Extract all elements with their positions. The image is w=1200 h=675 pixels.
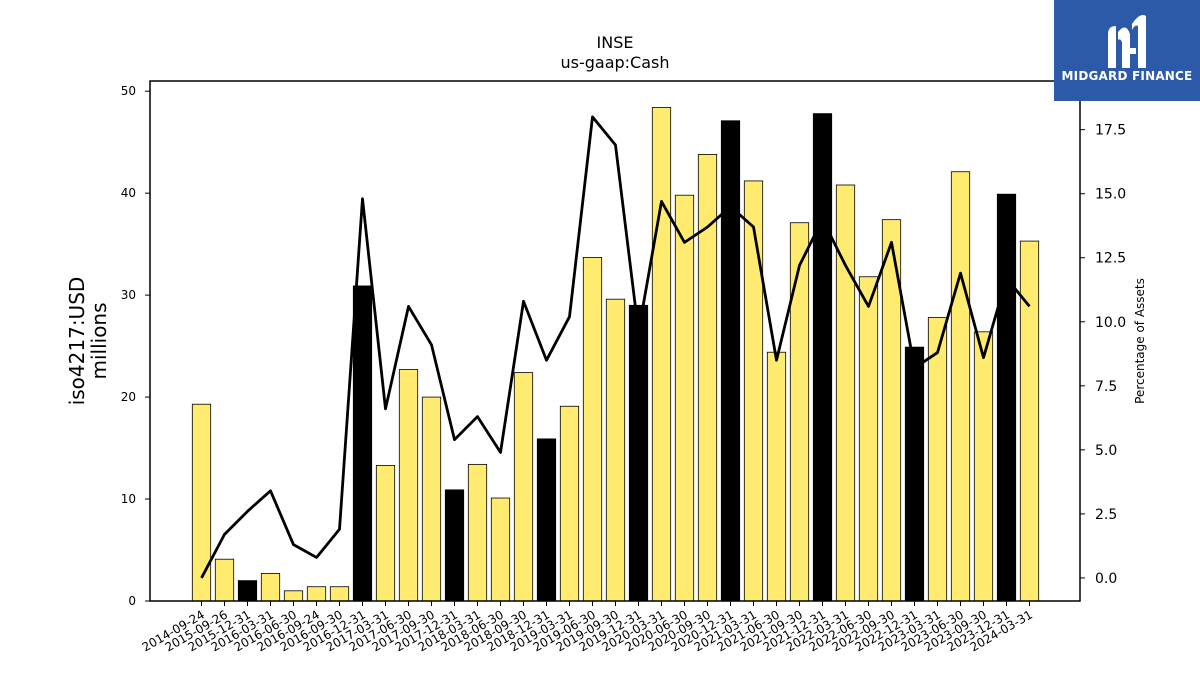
bar-2015-09-26 [214, 558, 235, 602]
brand-logo: MIDGARD FINANCE [1054, 0, 1200, 101]
y2-axis-label: Percentage of Assets [1133, 278, 1147, 404]
bar-2016-06-30 [283, 590, 304, 602]
bar-2023-03-31 [927, 317, 948, 602]
y-tick-label-0: 0 [128, 594, 136, 608]
y-tick-label-20: 20 [121, 390, 136, 404]
logo-text: MIDGARD FINANCE [1061, 69, 1193, 83]
bar-2018-12-31 [536, 438, 557, 602]
logo-mark-icon [1108, 15, 1146, 69]
y-tick-label-10: 10 [121, 492, 136, 506]
y2-tick-label-5: 12.5 [1095, 251, 1126, 267]
y-tick-label-40: 40 [121, 186, 136, 200]
y-tick-label-50: 50 [121, 84, 136, 98]
bar-2019-03-31 [559, 405, 580, 602]
y-axis-label: iso4217:USDmillions [65, 277, 111, 406]
bar-2022-06-30 [858, 276, 879, 602]
y2-tick-label-0: 0.0 [1095, 571, 1117, 587]
y2-tick-label-1: 2.5 [1095, 507, 1117, 523]
bar-2016-12-31 [352, 285, 373, 602]
bar-2015-12-31 [237, 580, 258, 602]
bar-2019-06-30 [582, 256, 603, 602]
bar-2021-09-30 [789, 222, 810, 602]
bar-2020-12-31 [720, 120, 741, 602]
bar-2019-12-31 [628, 304, 649, 602]
bar-2022-12-31 [904, 346, 925, 602]
y-axis-label-line-2: millions [87, 302, 111, 379]
y2-tick-label-7: 17.5 [1095, 123, 1126, 139]
bar-2021-03-31 [743, 180, 764, 602]
x-axis: 2014-09-242015-09-262015-12-312016-03-31… [140, 601, 1035, 654]
bar-2022-03-31 [835, 184, 856, 602]
bar-2016-09-30 [329, 586, 350, 602]
bar-2017-09-30 [421, 396, 442, 602]
bars-group [191, 107, 1040, 602]
y2-tick-label-4: 10.0 [1095, 315, 1126, 331]
bar-2018-03-31 [467, 463, 488, 602]
bar-2018-06-30 [490, 497, 511, 602]
bar-2023-09-30 [973, 331, 994, 602]
bar-2023-06-30 [950, 171, 971, 602]
y-axis-label-line-1: iso4217:USD [65, 277, 89, 406]
bar-2024-03-31 [1019, 240, 1040, 602]
y2-tick-label-3: 7.5 [1095, 379, 1117, 395]
chart-subtitle: us-gaap:Cash [560, 53, 669, 72]
bar-2017-12-31 [444, 489, 465, 602]
bar-2017-06-30 [398, 369, 419, 602]
bar-2023-12-31 [996, 193, 1017, 602]
bar-2017-03-31 [375, 464, 396, 602]
bar-2014-09-24 [191, 403, 212, 602]
chart-title: INSE [597, 33, 634, 52]
line-group [200, 115, 1031, 579]
bar-2020-06-30 [674, 194, 695, 602]
bar-2018-09-30 [513, 372, 534, 602]
y2-tick-label-2: 5.0 [1095, 443, 1117, 459]
y-tick-label-30: 30 [121, 288, 136, 302]
bar-2019-09-30 [605, 298, 626, 602]
bar-2021-12-31 [812, 113, 833, 602]
y-axis: 0 10 20 30 40 50 [121, 84, 150, 608]
bar-2016-09-24 [306, 586, 327, 602]
bar-2016-03-31 [260, 573, 281, 602]
bar-2020-03-31 [651, 107, 672, 602]
bar-2021-06-30 [766, 351, 787, 602]
percentage-line [200, 115, 1031, 579]
y2-tick-label-6: 15.0 [1095, 187, 1126, 203]
y2-axis: 0.0 2.5 5.0 7.5 10.0 12.5 15.0 17.5 [1080, 123, 1126, 587]
